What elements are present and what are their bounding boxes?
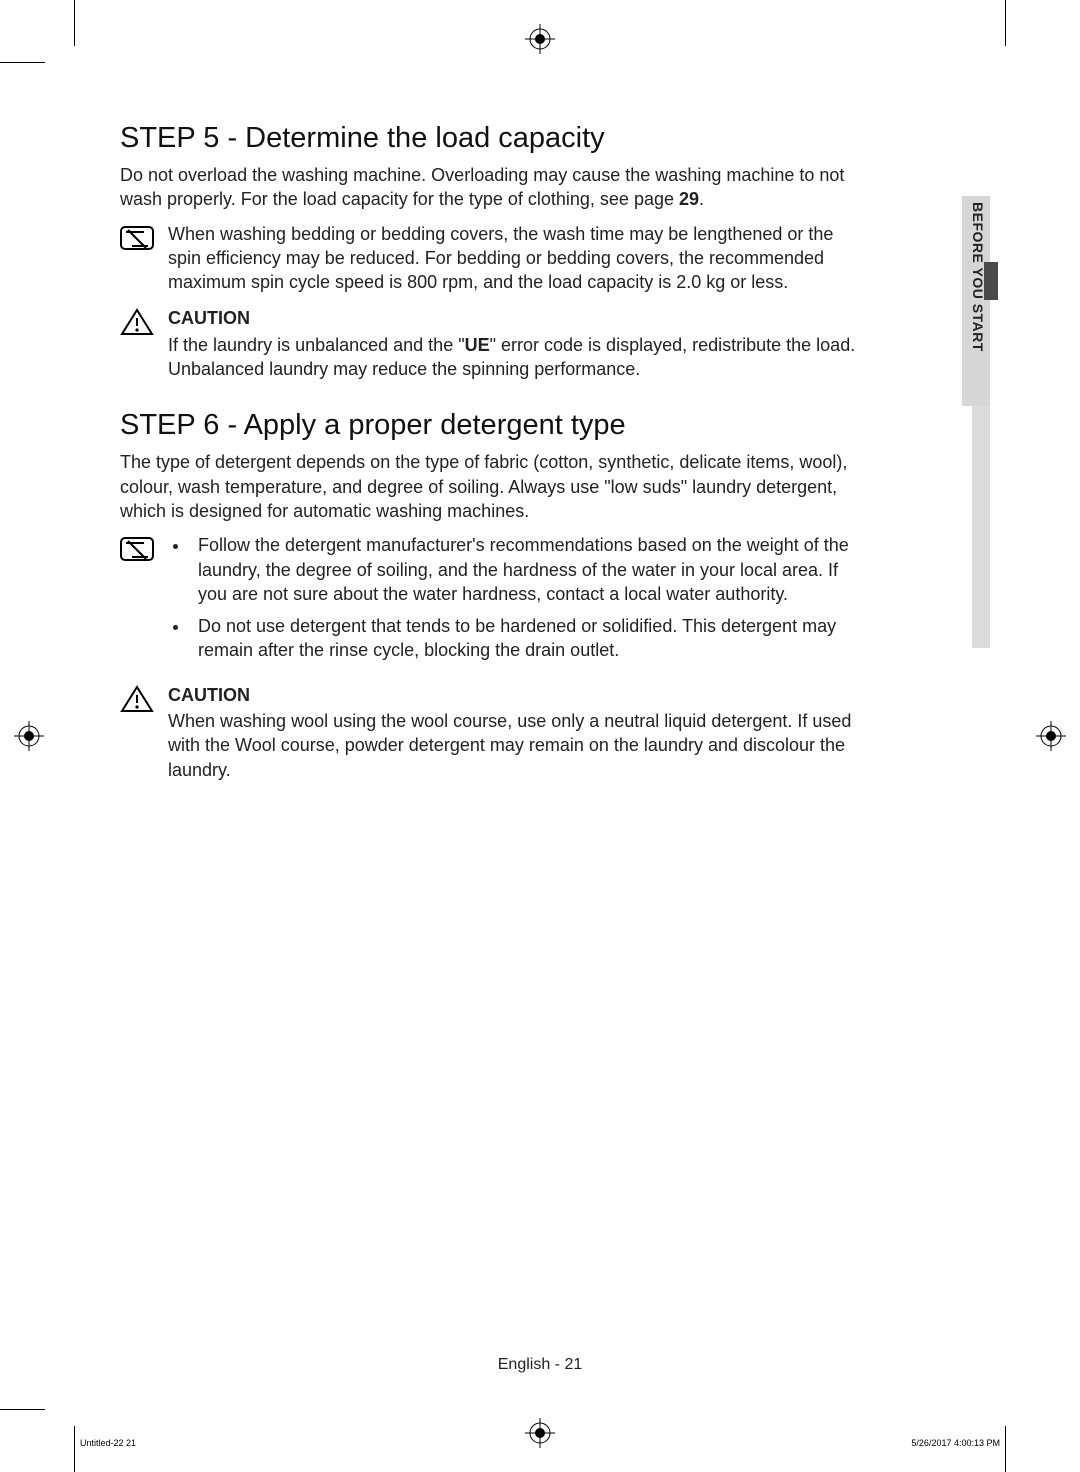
step6-intro: The type of detergent depends on the typ… [120,450,870,523]
registration-mark-icon [14,721,44,751]
step6-bullets: Follow the detergent manufacturer's reco… [168,533,870,662]
step5-intro: Do not overload the washing machine. Ove… [120,163,870,212]
caution-title: CAUTION [168,683,870,707]
step5-section: STEP 5 - Determine the load capacity Do … [120,122,870,381]
registration-mark-icon [525,1418,555,1448]
caution-icon [120,308,154,336]
crop-mark [74,1426,75,1472]
step5-note-text: When washing bedding or bedding covers, … [168,222,870,295]
crop-mark [1005,0,1006,46]
step5-caution: CAUTION If the laundry is unbalanced and… [120,306,870,381]
section-tab-label: BEFORE YOU START [970,202,986,402]
registration-mark-icon [525,24,555,54]
step6-section: STEP 6 - Apply a proper detergent type T… [120,409,870,782]
caution-title: CAUTION [168,306,870,330]
step5-caution-text: If the laundry is unbalanced and the "UE… [168,335,855,379]
list-item: Do not use detergent that tends to be ha… [190,614,870,663]
crop-mark [0,62,45,63]
crop-mark [1005,1426,1006,1472]
step6-caution: CAUTION When washing wool using the wool… [120,683,870,782]
note-icon [120,535,154,563]
registration-mark-icon [1036,721,1066,751]
caution-icon [120,685,154,713]
step6-caution-text: When washing wool using the wool course,… [168,711,851,780]
list-item: Follow the detergent manufacturer's reco… [190,533,870,606]
page-number: English - 21 [100,1356,980,1374]
page-content: BEFORE YOU START STEP 5 - Determine the … [100,60,980,1412]
crop-mark [0,1409,45,1410]
step6-heading: STEP 6 - Apply a proper detergent type [120,409,870,442]
step5-heading: STEP 5 - Determine the load capacity [120,122,870,155]
footer-filename: Untitled-22 21 [80,1438,136,1448]
step5-note: When washing bedding or bedding covers, … [120,222,870,295]
footer-timestamp: 5/26/2017 4:00:13 PM [911,1438,1000,1448]
crop-mark [74,0,75,46]
step6-note: Follow the detergent manufacturer's reco… [120,533,870,670]
section-tab: BEFORE YOU START [962,196,990,646]
note-icon [120,224,154,252]
